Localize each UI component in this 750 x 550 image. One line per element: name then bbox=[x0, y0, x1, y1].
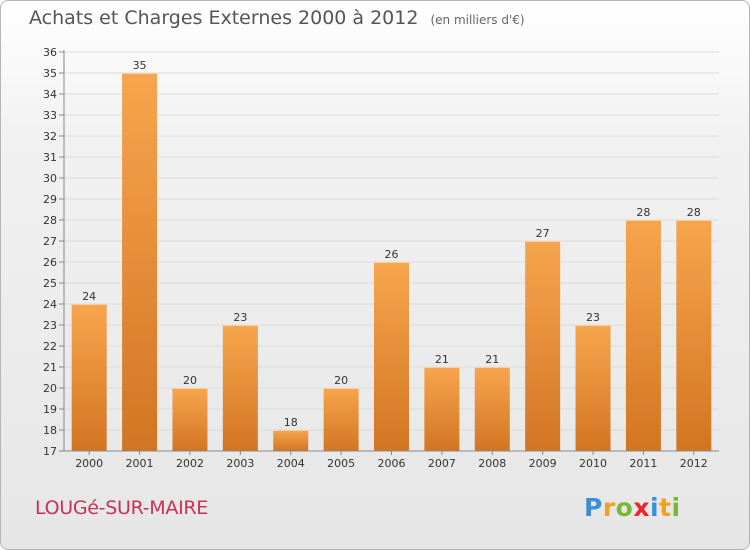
bar bbox=[575, 325, 611, 451]
data-label: 24 bbox=[82, 290, 96, 303]
y-tick-label: 30 bbox=[43, 172, 57, 185]
x-tick-label: 2000 bbox=[75, 457, 103, 470]
data-label: 20 bbox=[334, 374, 348, 387]
proxiti-logo: Proxiti bbox=[584, 493, 681, 522]
chart-title-row: Achats et Charges Externes 2000 à 2012 (e… bbox=[29, 7, 525, 29]
y-tick-label: 33 bbox=[43, 109, 57, 122]
bar bbox=[172, 388, 208, 451]
bar bbox=[676, 220, 712, 451]
x-tick-label: 2011 bbox=[629, 457, 657, 470]
data-label: 21 bbox=[435, 353, 449, 366]
y-tick-label: 17 bbox=[43, 445, 57, 458]
x-tick-label: 2004 bbox=[277, 457, 305, 470]
x-tick-label: 2007 bbox=[428, 457, 456, 470]
data-label: 35 bbox=[133, 59, 147, 72]
data-label: 23 bbox=[233, 311, 247, 324]
logo-letter: x bbox=[633, 493, 650, 522]
logo-letter: o bbox=[615, 493, 634, 522]
x-tick-label: 2005 bbox=[327, 457, 355, 470]
data-label: 26 bbox=[385, 248, 399, 261]
bar bbox=[71, 304, 107, 451]
bar bbox=[424, 367, 460, 451]
y-tick-label: 22 bbox=[43, 340, 57, 353]
logo-letter: i bbox=[671, 493, 681, 522]
x-tick-label: 2006 bbox=[378, 457, 406, 470]
logo-letter: P bbox=[584, 493, 603, 522]
y-tick-label: 20 bbox=[43, 382, 57, 395]
bar bbox=[273, 430, 309, 451]
chart-subtitle: (en milliers d'€) bbox=[430, 13, 525, 27]
y-tick-label: 34 bbox=[43, 88, 57, 101]
x-tick-label: 2012 bbox=[680, 457, 708, 470]
y-tick-label: 19 bbox=[43, 403, 57, 416]
bar bbox=[625, 220, 661, 451]
logo-letter: i bbox=[650, 493, 660, 522]
bar bbox=[525, 241, 561, 451]
y-tick-label: 21 bbox=[43, 361, 57, 374]
y-tick-labels: 17 18 19 20 21 22 23 24 25 26 27 28 29 30 31 32 33 34 35 36 bbox=[43, 46, 57, 458]
y-tick-label: 23 bbox=[43, 319, 57, 332]
commune-name: LOUGé-SUR-MAIRE bbox=[35, 497, 208, 519]
y-tick-label: 25 bbox=[43, 277, 57, 290]
y-tick-label: 28 bbox=[43, 214, 57, 227]
x-tick-label: 2008 bbox=[478, 457, 506, 470]
bar bbox=[122, 73, 158, 451]
data-label: 21 bbox=[485, 353, 499, 366]
bar bbox=[222, 325, 258, 451]
bar bbox=[323, 388, 359, 451]
y-tick-label: 35 bbox=[43, 67, 57, 80]
data-label: 23 bbox=[586, 311, 600, 324]
bars bbox=[71, 73, 712, 451]
chart-title: Achats et Charges Externes 2000 à 2012 bbox=[29, 7, 419, 29]
y-tick-label: 26 bbox=[43, 256, 57, 269]
x-tick-label: 2010 bbox=[579, 457, 607, 470]
x-tick-label: 2002 bbox=[176, 457, 204, 470]
data-labels: 24 35 20 23 18 20 26 21 21 27 23 28 28 bbox=[82, 59, 701, 429]
logo-letter: t bbox=[659, 493, 672, 522]
x-tick-label: 2001 bbox=[126, 457, 154, 470]
bar bbox=[474, 367, 510, 451]
y-tick-label: 27 bbox=[43, 235, 57, 248]
bar bbox=[374, 262, 409, 451]
y-tick-label: 18 bbox=[43, 424, 57, 437]
data-label: 28 bbox=[687, 206, 701, 219]
x-tick-label: 2003 bbox=[226, 457, 254, 470]
data-label: 27 bbox=[536, 227, 550, 240]
data-label: 28 bbox=[636, 206, 650, 219]
data-label: 20 bbox=[183, 374, 197, 387]
y-tick-label: 31 bbox=[43, 151, 57, 164]
data-label: 18 bbox=[284, 416, 298, 429]
logo-letter: r bbox=[602, 493, 616, 522]
y-tick-label: 36 bbox=[43, 46, 57, 59]
y-tick-label: 29 bbox=[43, 193, 57, 206]
x-tick-labels: 2000 2001 2002 2003 2004 2005 2006 2007 2008 2009… bbox=[75, 451, 708, 470]
x-tick-label: 2009 bbox=[529, 457, 557, 470]
y-tick-label: 24 bbox=[43, 298, 57, 311]
y-tick-label: 32 bbox=[43, 130, 57, 143]
